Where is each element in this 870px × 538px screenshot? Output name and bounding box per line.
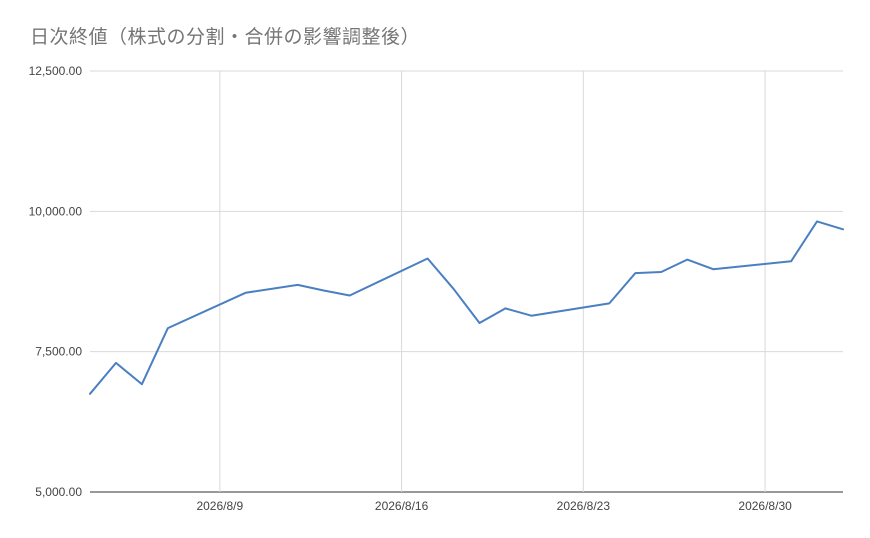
series-line	[90, 221, 843, 393]
y-tick-label: 7,500.00	[35, 345, 82, 359]
y-tick-label: 12,500.00	[29, 64, 83, 78]
series-group	[90, 221, 843, 393]
x-tick-label: 2026/8/30	[738, 499, 792, 513]
horizontal-gridlines	[90, 71, 843, 492]
y-axis-tick-labels: 5,000.00 7,500.00 10,000.00 12,500.00	[29, 64, 83, 499]
x-axis-tick-labels: 2026/8/9 2026/8/16 2026/8/23 2026/8/30	[196, 499, 792, 513]
x-tick-label: 2026/8/16	[375, 499, 429, 513]
x-tick-label: 2026/8/9	[196, 499, 243, 513]
y-tick-label: 5,000.00	[35, 485, 82, 499]
x-tick-label: 2026/8/23	[557, 499, 611, 513]
vertical-gridlines	[220, 71, 765, 492]
y-tick-label: 10,000.00	[29, 204, 83, 218]
